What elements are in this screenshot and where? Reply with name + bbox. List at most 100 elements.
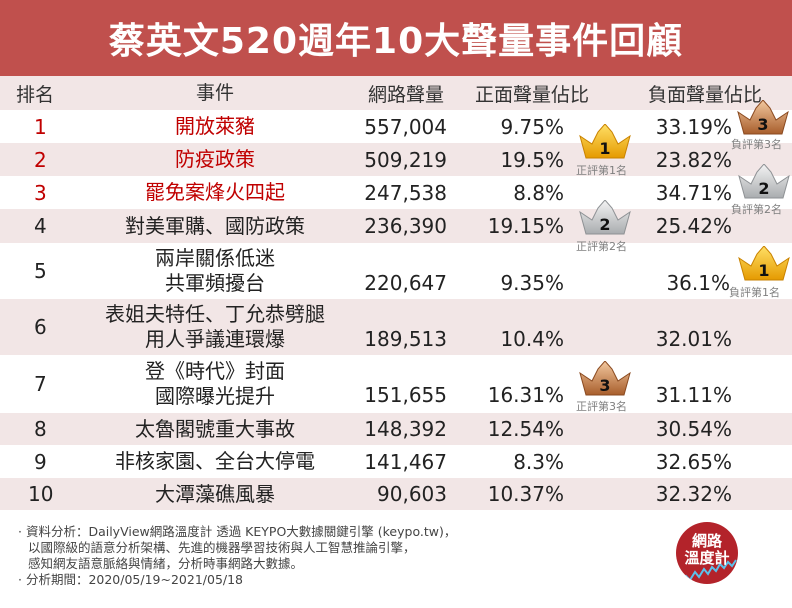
table-row: 8 太魯閣號重大事故 148,392 12.54% 30.54% bbox=[0, 413, 792, 445]
bronze-crown-icon: 3 bbox=[578, 361, 632, 397]
positive-cell: 8.3% bbox=[513, 449, 564, 474]
event-line: 共軍頻擾台 bbox=[165, 271, 265, 295]
table-row: 10 大潭藻礁風暴 90,603 10.37% 32.32% bbox=[0, 478, 792, 510]
positive-rank-3-label: 正評第3名 bbox=[576, 400, 627, 413]
event-line: 大潭藻礁風暴 bbox=[155, 481, 275, 506]
rank-cell: 9 bbox=[34, 449, 47, 474]
volume-cell: 141,467 bbox=[364, 449, 447, 474]
svg-text:1: 1 bbox=[599, 139, 610, 158]
footer-notes: · 資料分析：DailyView網路溫度計 透過 KEYPO大數據關鍵引擎 (k… bbox=[18, 524, 456, 588]
table-row: 7 登《時代》封面 國際曝光提升 151,655 16.31% 31.11% bbox=[0, 355, 792, 413]
rank-cell: 3 bbox=[34, 180, 47, 205]
rank-cell: 6 bbox=[34, 315, 47, 339]
event-cell: 太魯閣號重大事故 bbox=[90, 413, 340, 445]
rank-cell: 10 bbox=[28, 482, 54, 506]
header-event: 事件 bbox=[195, 81, 234, 104]
negative-cell: 32.01% bbox=[655, 327, 732, 351]
event-cell: 非核家園、全台大停電 bbox=[90, 445, 340, 478]
footer-method: 以國際級的語意分析架構、先進的機器學習技術與人工智慧推論引擎， bbox=[28, 540, 416, 555]
rank-cell: 5 bbox=[34, 259, 47, 283]
positive-rank-2-label: 正評第2名 bbox=[576, 240, 627, 253]
negative-cell: 33.19% bbox=[655, 114, 732, 139]
positive-rank-1-label: 正評第1名 bbox=[576, 164, 627, 177]
negative-cell: 32.65% bbox=[655, 449, 732, 474]
trend-wave-icon bbox=[679, 559, 737, 583]
event-cell: 兩岸關係低迷 共軍頻擾台 bbox=[90, 243, 340, 299]
footer-period: · 分析期間：2020/05/19~2021/05/18 bbox=[18, 572, 244, 587]
negative-cell: 32.32% bbox=[655, 482, 732, 506]
volume-cell: 148,392 bbox=[364, 417, 447, 441]
volume-cell: 247,538 bbox=[364, 180, 447, 205]
svg-text:2: 2 bbox=[758, 179, 769, 198]
volume-cell: 557,004 bbox=[364, 114, 447, 139]
rank-cell: 2 bbox=[34, 147, 47, 172]
header-volume: 網路聲量 bbox=[367, 83, 444, 106]
svg-text:2: 2 bbox=[599, 215, 610, 234]
table-row: 1 開放萊豬 557,004 9.75% 33.19% bbox=[0, 110, 792, 143]
positive-cell: 16.31% bbox=[487, 383, 564, 407]
header-negative: 負面聲量佔比 bbox=[647, 83, 762, 106]
volume-cell: 189,513 bbox=[364, 327, 447, 351]
positive-cell: 9.35% bbox=[500, 271, 564, 295]
table-row: 5 兩岸關係低迷 共軍頻擾台 220,647 9.35% 36.1% bbox=[0, 243, 792, 299]
svg-text:1: 1 bbox=[758, 261, 769, 280]
event-cell: 大潭藻礁風暴 bbox=[90, 478, 340, 510]
gold-crown-icon: 1 bbox=[578, 124, 632, 160]
positive-cell: 8.8% bbox=[513, 180, 564, 205]
event-cell: 登《時代》封面 國際曝光提升 bbox=[90, 355, 340, 413]
volume-cell: 90,603 bbox=[377, 482, 447, 506]
negative-cell: 30.54% bbox=[655, 417, 732, 441]
silver-crown-icon: 2 bbox=[737, 164, 791, 200]
event-line: 對美軍購、國防政策 bbox=[125, 213, 305, 238]
negative-cell: 23.82% bbox=[655, 147, 732, 172]
event-line: 開放萊豬 bbox=[175, 114, 255, 138]
page-title: 蔡英文520週年10大聲量事件回顧 bbox=[108, 21, 684, 62]
svg-text:3: 3 bbox=[757, 115, 768, 134]
rank-cell: 4 bbox=[34, 214, 47, 238]
positive-cell: 10.37% bbox=[487, 482, 564, 506]
header-positive: 正面聲量佔比 bbox=[474, 83, 589, 106]
positive-cell: 10.4% bbox=[500, 327, 564, 351]
negative-rank-2-label: 負評第2名 bbox=[731, 203, 782, 216]
table-row: 9 非核家園、全台大停電 141,467 8.3% 32.65% bbox=[0, 445, 792, 478]
table-row: 2 防疫政策 509,219 19.5% 23.82% bbox=[0, 143, 792, 176]
event-line: 國際曝光提升 bbox=[155, 384, 275, 408]
footer: · 資料分析：DailyView網路溫度計 透過 KEYPO大數據關鍵引擎 (k… bbox=[0, 510, 792, 608]
event-line: 登《時代》封面 bbox=[145, 359, 285, 383]
positive-cell: 12.54% bbox=[487, 417, 564, 441]
volume-cell: 151,655 bbox=[364, 383, 447, 407]
event-cell: 罷免案烽火四起 bbox=[90, 176, 340, 209]
event-line: 罷免案烽火四起 bbox=[145, 180, 285, 204]
rank-cell: 7 bbox=[34, 372, 47, 396]
event-line: 表姐夫特任、丁允恭劈腿 bbox=[105, 302, 325, 326]
header-rank: 排名 bbox=[16, 83, 55, 106]
bronze-crown-icon: 3 bbox=[736, 100, 790, 136]
event-line: 兩岸關係低迷 bbox=[155, 246, 275, 270]
negative-rank-3-label: 負評第3名 bbox=[731, 138, 782, 151]
negative-cell: 36.1% bbox=[666, 271, 730, 295]
event-line: 太魯閣號重大事故 bbox=[135, 416, 295, 441]
event-cell: 對美軍購、國防政策 bbox=[90, 209, 340, 243]
table-row: 4 對美軍購、國防政策 236,390 19.15% 25.42% bbox=[0, 209, 792, 243]
table-header-row: 排名 事件 網路聲量 正面聲量佔比 負面聲量佔比 bbox=[0, 76, 792, 110]
dailyview-logo: 網路 溫度計 bbox=[676, 522, 738, 584]
negative-cell: 25.42% bbox=[655, 214, 732, 238]
table-row: 3 罷免案烽火四起 247,538 8.8% 34.71% bbox=[0, 176, 792, 209]
event-cell: 防疫政策 bbox=[90, 143, 340, 176]
svg-text:3: 3 bbox=[599, 376, 610, 395]
page-title-banner: 蔡英文520週年10大聲量事件回顧 bbox=[0, 0, 792, 76]
event-line: 非核家園、全台大停電 bbox=[115, 449, 315, 473]
logo-line-1: 網路 bbox=[691, 532, 722, 550]
silver-crown-icon: 2 bbox=[578, 200, 632, 236]
volume-cell: 220,647 bbox=[364, 271, 447, 295]
event-line: 防疫政策 bbox=[175, 147, 255, 171]
event-cell: 開放萊豬 bbox=[90, 110, 340, 143]
negative-rank-1-label: 負評第1名 bbox=[729, 286, 780, 299]
rank-cell: 1 bbox=[34, 114, 47, 139]
volume-cell: 509,219 bbox=[364, 147, 447, 172]
event-cell: 表姐夫特任、丁允恭劈腿 用人爭議連環爆 bbox=[80, 299, 350, 355]
table-row: 6 表姐夫特任、丁允恭劈腿 用人爭議連環爆 189,513 10.4% 32.0… bbox=[0, 299, 792, 355]
negative-cell: 31.11% bbox=[655, 383, 732, 407]
event-line: 用人爭議連環爆 bbox=[145, 327, 285, 351]
positive-cell: 19.15% bbox=[487, 214, 564, 238]
